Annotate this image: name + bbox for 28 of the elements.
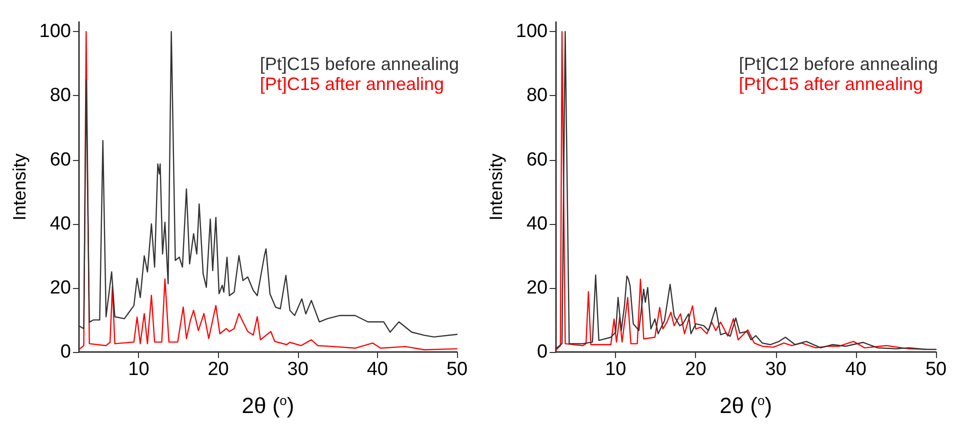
x-tick-label: 30 — [287, 359, 308, 380]
y-tick-label: 0 — [60, 342, 71, 362]
y-tick-label: 20 — [50, 277, 71, 298]
x-tick-label: 50 — [446, 359, 468, 380]
y-tick-label: 0 — [537, 342, 548, 362]
y-axis-title: Intensity — [486, 153, 506, 221]
y-tick-label: 40 — [50, 213, 71, 234]
y-tick-label: 100 — [516, 21, 548, 42]
x-tick-label: 10 — [128, 359, 150, 380]
x-tick-label: 20 — [685, 359, 706, 380]
y-tick-label: 80 — [526, 85, 548, 106]
y-tick-label: 40 — [526, 213, 548, 234]
y-axis-title: Intensity — [9, 153, 30, 221]
text: [Pt]C15 before annealing — [260, 54, 460, 74]
x-tick-label: 20 — [208, 359, 229, 380]
text: [Pt]C15 after annealing — [738, 74, 923, 94]
y-tick-label: 20 — [526, 277, 548, 298]
x-tick-label: 10 — [605, 359, 626, 380]
y-tick-label: 60 — [526, 149, 548, 170]
y-tick-label: 80 — [50, 85, 71, 106]
text: [Pt]C15 after annealing — [260, 74, 444, 94]
x-tick-label: 40 — [366, 359, 388, 380]
y-tick-label: 60 — [50, 149, 71, 170]
x-tick-label: 30 — [765, 359, 786, 380]
x-tick-label: 40 — [845, 359, 866, 380]
y-tick-label: 100 — [39, 21, 71, 42]
x-tick-label: 50 — [925, 359, 947, 380]
text: [Pt]C12 before annealing — [738, 54, 938, 74]
